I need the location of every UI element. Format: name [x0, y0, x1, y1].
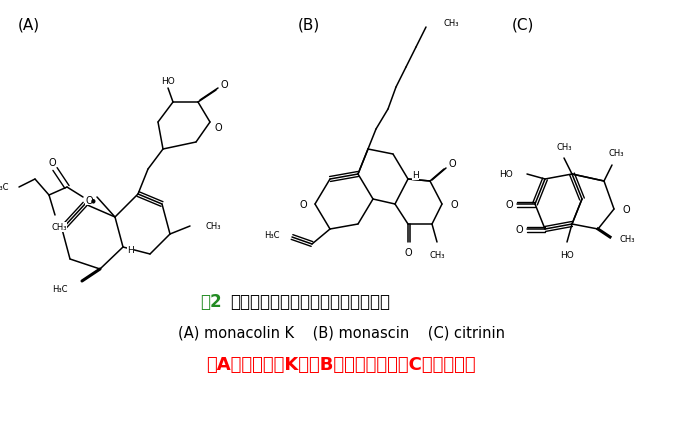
Text: O: O [622, 204, 629, 215]
Text: O: O [214, 123, 222, 132]
Text: O: O [48, 158, 56, 167]
Text: HO: HO [560, 250, 574, 259]
Text: CH₃: CH₃ [620, 235, 636, 244]
Text: HO: HO [499, 170, 513, 179]
Text: CH₃: CH₃ [444, 18, 460, 27]
Text: (B): (B) [298, 18, 321, 33]
Text: CH₃: CH₃ [51, 223, 67, 232]
Text: O: O [515, 225, 523, 234]
Text: O: O [450, 199, 458, 210]
Text: O: O [404, 248, 412, 257]
Text: (A): (A) [18, 18, 40, 33]
Text: O: O [85, 196, 93, 205]
Text: H: H [412, 171, 419, 180]
Text: O: O [299, 199, 307, 210]
Text: (A) monacolin K    (B) monascin    (C) citrinin: (A) monacolin K (B) monascin (C) citrini… [177, 325, 505, 340]
Text: （A）莫纳可林K　（B）红曲霉素　（C）桔青霉素: （A）莫纳可林K （B）红曲霉素 （C）桔青霉素 [206, 355, 476, 373]
Text: H: H [127, 245, 134, 254]
Text: O: O [448, 158, 456, 169]
Text: ●: ● [91, 198, 95, 202]
Text: (C): (C) [512, 18, 535, 33]
Text: CH₃: CH₃ [608, 149, 624, 158]
Text: CH₃: CH₃ [205, 222, 220, 231]
Text: O: O [505, 199, 513, 210]
Text: 図2: 図2 [200, 292, 222, 310]
Text: CH₃: CH₃ [557, 142, 572, 151]
Text: H₃C: H₃C [265, 231, 280, 240]
Text: H₃C: H₃C [53, 285, 68, 294]
Text: HO: HO [161, 76, 175, 85]
Text: H₃C: H₃C [0, 183, 9, 192]
Text: O: O [220, 80, 228, 90]
Text: CH₃: CH₃ [429, 250, 445, 259]
Text: 紅鹹菌が作る二次代謝物の構造式: 紅鹹菌が作る二次代謝物の構造式 [230, 292, 390, 310]
